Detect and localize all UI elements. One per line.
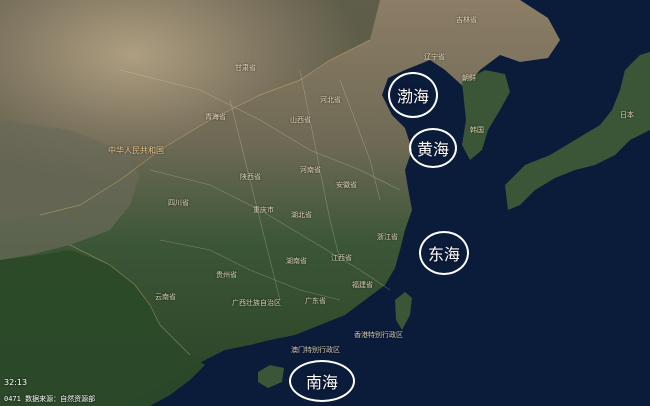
label-nk: 朝鲜 bbox=[462, 74, 476, 82]
label-shanxi: 山西省 bbox=[290, 116, 311, 124]
label-prc: 中华人民共和国 bbox=[108, 146, 164, 155]
label-hongkong: 香港特别行政区 bbox=[354, 331, 403, 339]
label-hebei: 河北省 bbox=[320, 96, 341, 104]
label-shaanxi: 陕西省 bbox=[240, 173, 261, 181]
sea-donghai-label: 东海 bbox=[419, 231, 469, 275]
label-gansu: 甘肃省 bbox=[235, 64, 256, 72]
label-hubei: 湖北省 bbox=[291, 211, 312, 219]
label-henan: 河南省 bbox=[300, 166, 321, 174]
sea-huanghai-label: 黄海 bbox=[409, 128, 457, 168]
sea-bohai-label: 渤海 bbox=[388, 72, 438, 118]
label-liaoning: 辽宁省 bbox=[424, 53, 445, 61]
map-source: 0471 数据来源：自然资源部 bbox=[0, 392, 99, 406]
source-prefix: 0471 bbox=[4, 395, 21, 403]
label-macau: 澳门特别行政区 bbox=[291, 346, 340, 354]
label-fujian: 福建省 bbox=[352, 281, 373, 289]
label-qinghai: 青海省 bbox=[205, 113, 226, 121]
label-jilin: 吉林省 bbox=[456, 16, 477, 24]
label-anhui: 安徽省 bbox=[336, 181, 357, 189]
sea-nanhai-label: 南海 bbox=[289, 360, 355, 402]
label-zhejiang: 浙江省 bbox=[377, 233, 398, 241]
label-guizhou: 贵州省 bbox=[216, 271, 237, 279]
label-hunan: 湖南省 bbox=[286, 257, 307, 265]
time-readout: 32:13 bbox=[4, 378, 28, 387]
label-jiangxi: 江西省 bbox=[331, 254, 352, 262]
label-guangdong: 广东省 bbox=[305, 297, 326, 305]
label-chongqing: 重庆市 bbox=[253, 206, 274, 214]
source-text: 数据来源：自然资源部 bbox=[25, 395, 96, 403]
label-korea: 韩国 bbox=[470, 126, 484, 134]
label-yunnan: 云南省 bbox=[155, 293, 176, 301]
label-sichuan: 四川省 bbox=[168, 199, 189, 207]
label-guangxi: 广西壮族自治区 bbox=[232, 299, 281, 307]
label-japan: 日本 bbox=[620, 111, 634, 119]
